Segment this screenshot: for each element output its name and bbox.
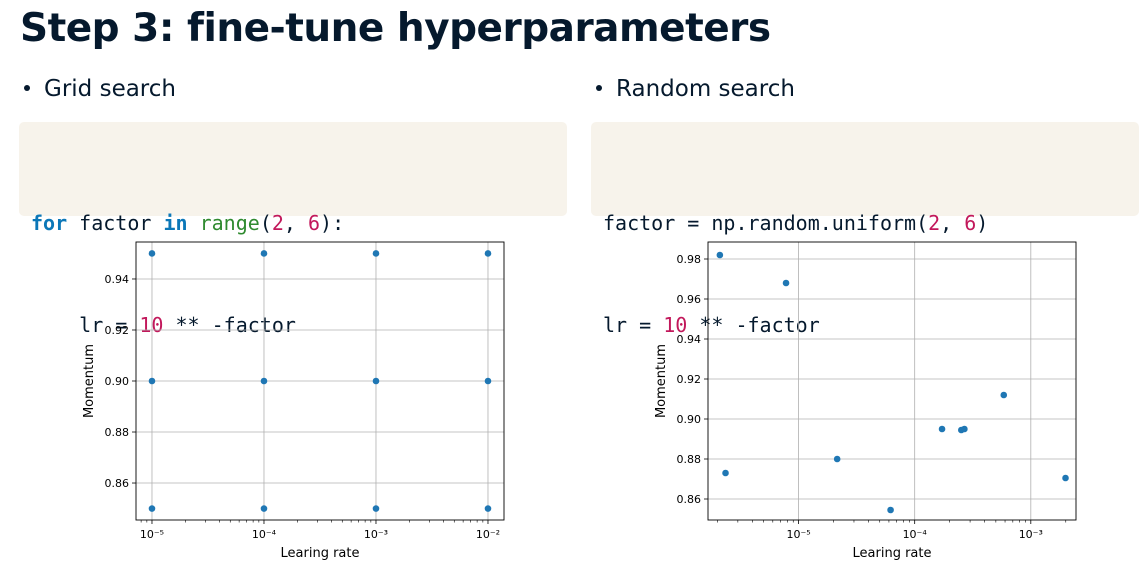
random-search-code-block: factor = np.random.uniform(2, 6) lr = 10… (591, 122, 1139, 337)
x-tick-label: 10⁻³ (1019, 528, 1043, 541)
data-point (260, 377, 268, 385)
data-point (260, 250, 268, 257)
data-point (372, 377, 380, 385)
code-number: 6 (308, 211, 321, 235)
x-tick-label: 10⁻⁵ (786, 528, 810, 541)
code-text: , (940, 211, 965, 235)
code-number: 2 (928, 211, 941, 235)
code-text: ** -factor (163, 313, 296, 337)
data-point (260, 505, 268, 512)
y-tick-label: 0.88 (677, 453, 702, 466)
data-point (148, 377, 156, 385)
x-tick-label: 10⁻⁵ (140, 528, 164, 541)
data-point (1000, 391, 1008, 399)
code-builtin: range (199, 211, 260, 235)
code-number: 10 (663, 313, 688, 337)
code-number: 10 (139, 313, 164, 337)
data-point (372, 505, 380, 512)
plot-frame (135, 241, 505, 521)
y-tick-label: 0.90 (677, 413, 702, 426)
code-text: lr = (603, 313, 664, 337)
code-line: lr = 10 ** -factor (31, 308, 555, 342)
data-point (722, 469, 729, 477)
data-point (148, 250, 156, 257)
bullet-random-search: Random search (596, 76, 795, 102)
code-text: ): (320, 211, 345, 235)
code-line: lr = 10 ** -factor (603, 308, 1127, 342)
x-tick-label: 10⁻⁴ (903, 528, 928, 541)
data-point (1062, 474, 1069, 482)
random-search-scatter-chart: 10⁻⁵ 10⁻⁴ 10⁻³ 0.86 0.88 0.90 0.92 0.94 0.96 0.98… (654, 241, 1077, 561)
code-text: lr = (31, 313, 140, 337)
data-point (938, 425, 946, 433)
data-point (961, 425, 968, 433)
y-tick-label: 0.94 (677, 333, 702, 346)
x-tick-label: 10⁻⁴ (252, 528, 277, 541)
y-tick-label: 0.92 (105, 324, 130, 337)
x-tick-label: 10⁻³ (364, 528, 388, 541)
y-tick-label: 0.94 (105, 273, 130, 286)
code-text: ** -factor (687, 313, 820, 337)
code-text: ) (976, 211, 989, 235)
data-point (716, 251, 724, 259)
bullet-label: Random search (616, 76, 795, 102)
y-tick-label: 0.88 (105, 426, 130, 439)
data-point (782, 279, 790, 287)
x-tick-label: 10⁻² (476, 528, 500, 541)
slide-title: Step 3: fine-tune hyperparameters (20, 6, 771, 51)
y-axis-label: Momentum (654, 344, 669, 418)
data-point (484, 250, 492, 257)
data-point (484, 377, 492, 385)
code-text: factor = np.random.uniform( (603, 211, 929, 235)
y-tick-label: 0.98 (677, 253, 702, 266)
grid-search-code-block: for factor in range(2, 6): lr = 10 ** -f… (19, 122, 567, 337)
y-tick-label: 0.90 (105, 375, 130, 388)
y-axis-label: Momentum (82, 344, 97, 418)
bullet-label: Grid search (44, 76, 176, 102)
code-keyword: in (163, 211, 188, 235)
grid-search-scatter-chart: 10⁻⁵ 10⁻⁴ 10⁻³ 10⁻² 0.86 0.88 0.90 0.92 0.94 Lear… (82, 241, 505, 561)
x-axis-label: Learing rate (281, 546, 360, 561)
code-line: for factor in range(2, 6): (31, 206, 555, 240)
bullet-dot-icon (24, 85, 30, 91)
data-point (833, 455, 841, 463)
code-keyword: for (31, 211, 68, 235)
code-text: ( (259, 211, 272, 235)
y-tick-label: 0.96 (677, 293, 702, 306)
bullet-grid-search: Grid search (24, 76, 176, 102)
data-point (484, 505, 492, 512)
x-axis-label: Learing rate (853, 546, 932, 561)
y-tick-label: 0.86 (105, 477, 130, 490)
data-point (148, 505, 156, 512)
y-tick-label: 0.92 (677, 373, 702, 386)
data-point (372, 250, 380, 257)
data-point (887, 506, 894, 514)
code-number: 2 (271, 211, 284, 235)
bullet-dot-icon (596, 85, 602, 91)
y-tick-label: 0.86 (677, 493, 702, 506)
code-text: , (283, 211, 308, 235)
plot-frame (707, 241, 1077, 521)
code-text: factor (67, 211, 164, 235)
code-line: factor = np.random.uniform(2, 6) (603, 206, 1127, 240)
code-number: 6 (964, 211, 977, 235)
